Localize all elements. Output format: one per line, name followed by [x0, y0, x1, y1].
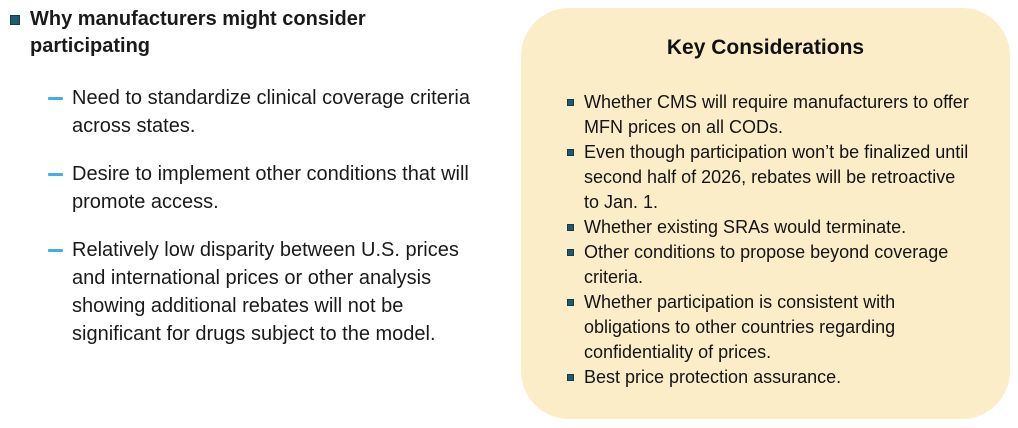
- list-item-text: Even though participation won’t be final…: [584, 142, 969, 212]
- list-item: Whether CMS will require manufacturers t…: [561, 90, 970, 140]
- list-item-heading: Why manufacturers might consider partici…: [10, 6, 515, 60]
- square-bullet-icon: [567, 149, 574, 156]
- left-sub-list: Need to standardize clinical coverage cr…: [10, 84, 515, 348]
- list-item: Need to standardize clinical coverage cr…: [48, 84, 515, 140]
- square-bullet-icon: [567, 99, 574, 106]
- list-item: Even though participation won’t be final…: [561, 140, 970, 215]
- list-item-text: Whether existing SRAs would terminate.: [584, 217, 907, 237]
- list-item: Whether existing SRAs would terminate.: [561, 215, 970, 240]
- square-bullet-icon: [10, 15, 20, 25]
- left-panel: Why manufacturers might consider partici…: [0, 0, 515, 368]
- key-considerations-list: Whether CMS will require manufacturers t…: [561, 90, 970, 390]
- dash-bullet-icon: [48, 249, 63, 252]
- list-item: Other conditions to propose beyond cover…: [561, 240, 970, 290]
- square-bullet-icon: [567, 224, 574, 231]
- dash-bullet-icon: [48, 173, 63, 176]
- list-item: Whether participation is consistent with…: [561, 290, 970, 365]
- list-item: Relatively low disparity between U.S. pr…: [48, 236, 515, 348]
- square-bullet-icon: [567, 374, 574, 381]
- list-item-text: Relatively low disparity between U.S. pr…: [72, 239, 459, 345]
- list-item-text: Whether participation is consistent with…: [584, 292, 896, 362]
- key-considerations-title: Key Considerations: [666, 36, 865, 59]
- left-panel-heading: Why manufacturers might consider partici…: [30, 8, 366, 57]
- list-item: Best price protection assurance.: [561, 365, 970, 390]
- list-item-text: Other conditions to propose beyond cover…: [584, 242, 949, 287]
- square-bullet-icon: [567, 249, 574, 256]
- square-bullet-icon: [567, 299, 574, 306]
- list-item-text: Whether CMS will require manufacturers t…: [584, 92, 969, 137]
- list-item-text: Desire to implement other conditions tha…: [72, 163, 469, 213]
- list-item-text: Need to standardize clinical coverage cr…: [72, 87, 470, 137]
- list-item: Desire to implement other conditions tha…: [48, 160, 515, 216]
- list-item-text: Best price protection assurance.: [584, 367, 842, 387]
- dash-bullet-icon: [48, 97, 63, 100]
- key-considerations-box: Key Considerations Whether CMS will requ…: [521, 8, 1010, 419]
